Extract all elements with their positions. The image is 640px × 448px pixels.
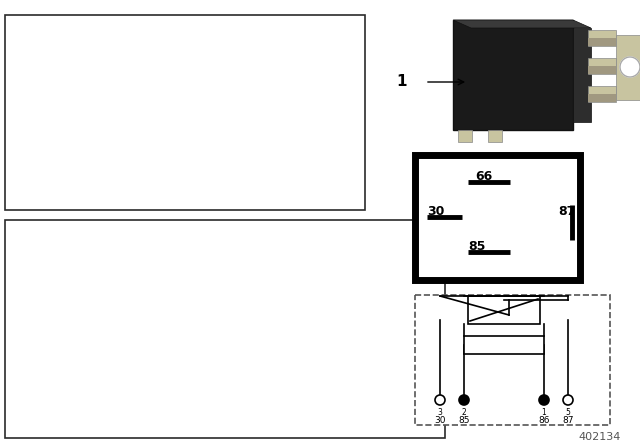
Text: 3: 3 [438, 408, 442, 417]
Bar [588, 38, 616, 46]
Bar [588, 94, 616, 102]
Bar [588, 58, 616, 74]
Bar [588, 30, 616, 46]
Polygon shape [453, 20, 591, 28]
Text: 2: 2 [461, 408, 467, 417]
Text: 5: 5 [566, 408, 570, 417]
Bar [464, 336, 544, 354]
Text: 402134: 402134 [579, 432, 621, 442]
Bar [588, 86, 616, 102]
Text: 86: 86 [538, 416, 550, 425]
Circle shape [539, 395, 549, 405]
Text: 30: 30 [435, 416, 445, 425]
Bar [588, 66, 616, 74]
Bar [458, 130, 472, 142]
Circle shape [435, 395, 445, 405]
Bar [415, 155, 580, 280]
Circle shape [459, 395, 469, 405]
Text: 87: 87 [558, 205, 575, 218]
Text: 85: 85 [468, 240, 485, 253]
Bar [5, 220, 445, 438]
Bar [415, 295, 610, 425]
Bar [453, 20, 573, 130]
Circle shape [620, 57, 640, 77]
Text: 1: 1 [397, 74, 407, 90]
Bar [5, 15, 365, 210]
Circle shape [563, 395, 573, 405]
Bar [468, 296, 540, 324]
Text: 1: 1 [541, 408, 547, 417]
Bar [488, 130, 502, 142]
Text: 30: 30 [427, 205, 444, 218]
Bar [616, 35, 640, 100]
Text: 85: 85 [458, 416, 470, 425]
Text: 87: 87 [563, 416, 573, 425]
Text: 66: 66 [475, 170, 492, 183]
Bar [573, 28, 591, 122]
